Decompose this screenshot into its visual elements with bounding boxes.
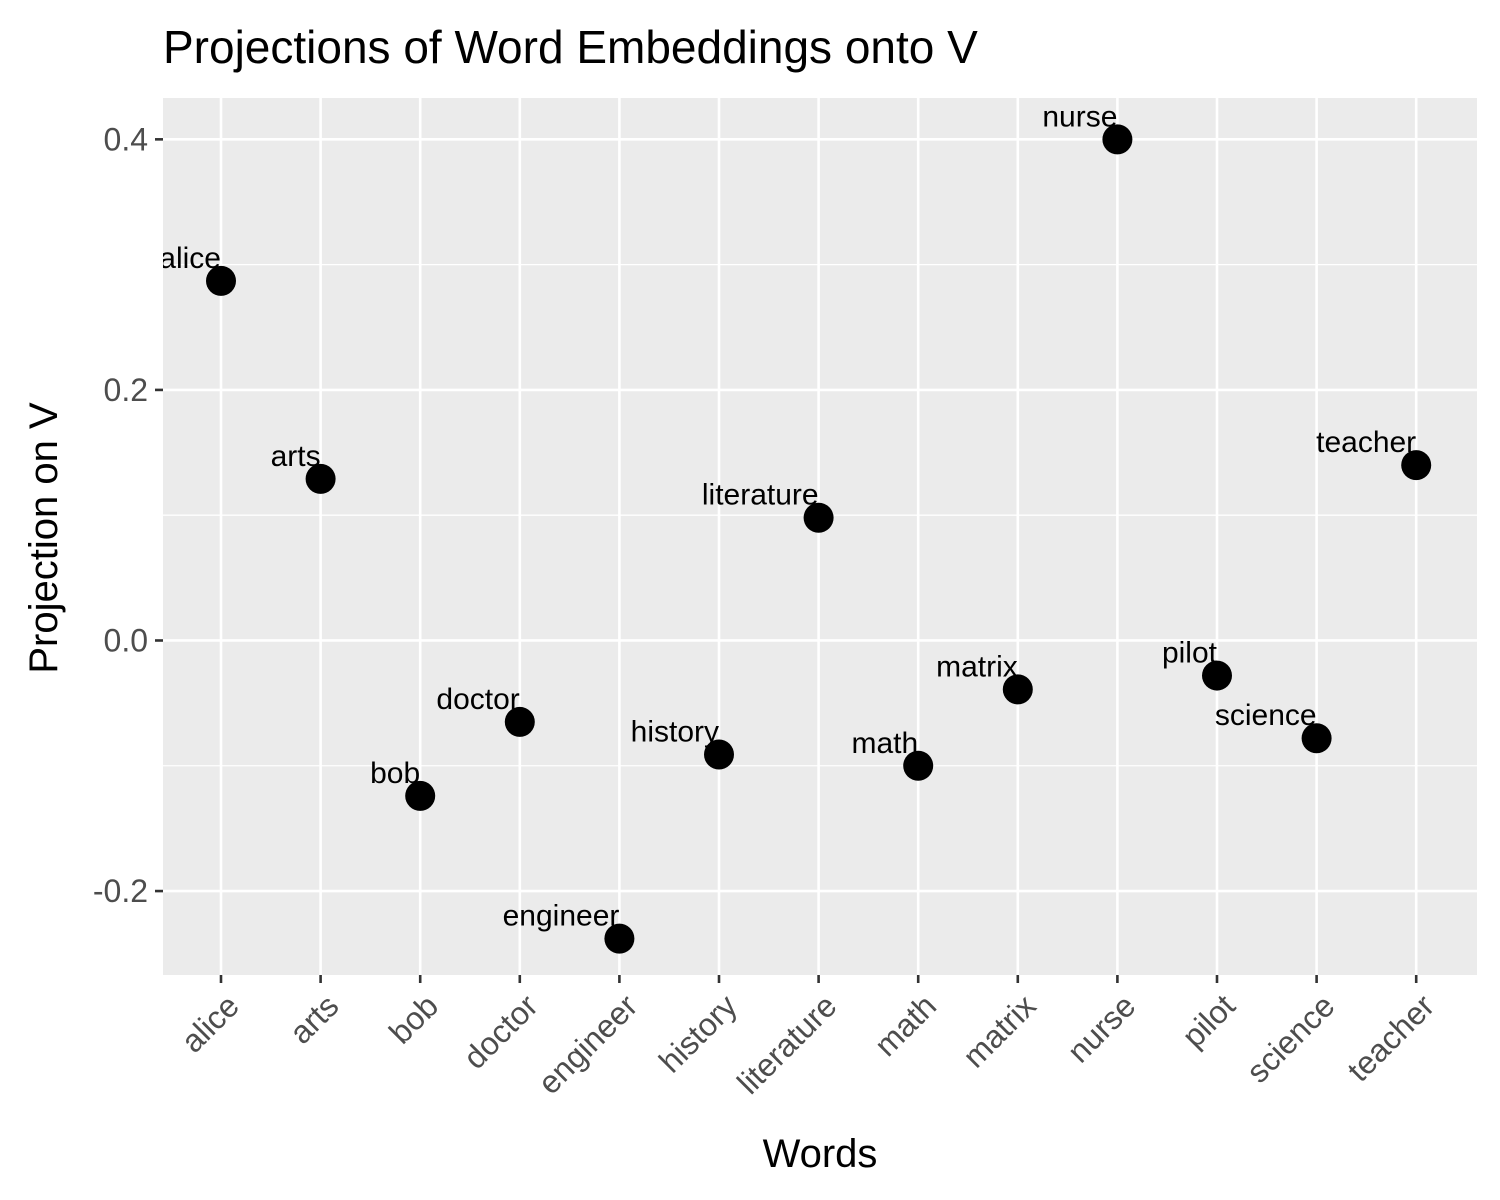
data-point (1301, 723, 1332, 754)
x-tick-label: pilot (1175, 987, 1242, 1054)
data-label: alice (159, 242, 221, 275)
x-axis-title: Words (763, 1132, 878, 1176)
data-point (604, 923, 635, 954)
data-label: history (631, 715, 719, 748)
x-tick-label: math (867, 987, 943, 1063)
data-point (1401, 450, 1432, 481)
x-tick-label: history (652, 987, 744, 1079)
data-label: bob (370, 757, 420, 790)
data-point (1102, 124, 1133, 155)
data-point (405, 780, 436, 811)
x-tick-label: science (1239, 987, 1341, 1089)
data-point (305, 463, 336, 494)
y-tick-label: -0.2 (93, 873, 148, 909)
data-points (206, 124, 1432, 954)
data-label: nurse (1042, 100, 1117, 133)
data-label: arts (271, 440, 321, 473)
point-labels: alice arts bob doctor engineer history literat… (159, 100, 1416, 933)
y-axis-title: Projection on V (22, 402, 66, 674)
x-tick-label: doctor (456, 987, 545, 1076)
x-tick-label: alice (174, 987, 246, 1059)
data-label: doctor (436, 683, 519, 716)
y-tick-label: 0.2 (104, 372, 148, 408)
data-label: pilot (1162, 637, 1218, 670)
data-label: math (851, 727, 918, 760)
x-tick-label: nurse (1060, 987, 1142, 1069)
data-point (206, 265, 236, 296)
x-tick-label: literature (730, 987, 843, 1100)
y-tick-label: 0.4 (104, 121, 148, 157)
data-label: engineer (503, 900, 620, 933)
data-label: matrix (936, 650, 1018, 683)
data-label: science (1215, 699, 1317, 732)
x-tick-label: matrix (956, 987, 1043, 1074)
data-point (504, 706, 535, 737)
x-tick-label: teacher (1340, 987, 1441, 1088)
data-point (704, 739, 734, 770)
data-point (903, 750, 934, 781)
data-label: teacher (1316, 426, 1416, 459)
data-label: literature (702, 479, 819, 512)
y-tick-label: 0.0 (104, 622, 148, 658)
data-point (1202, 660, 1232, 691)
grid (163, 98, 1477, 975)
x-tick-label: engineer (531, 987, 645, 1101)
x-tick-label: arts (282, 987, 345, 1050)
x-tick-label: bob (382, 987, 445, 1050)
y-axis: -0.2 0.0 0.2 0.4 (93, 121, 163, 909)
data-point (803, 502, 834, 533)
data-point (1002, 674, 1033, 705)
plot-panel (163, 98, 1477, 975)
chart-title: Projections of Word Embeddings onto V (163, 21, 978, 73)
